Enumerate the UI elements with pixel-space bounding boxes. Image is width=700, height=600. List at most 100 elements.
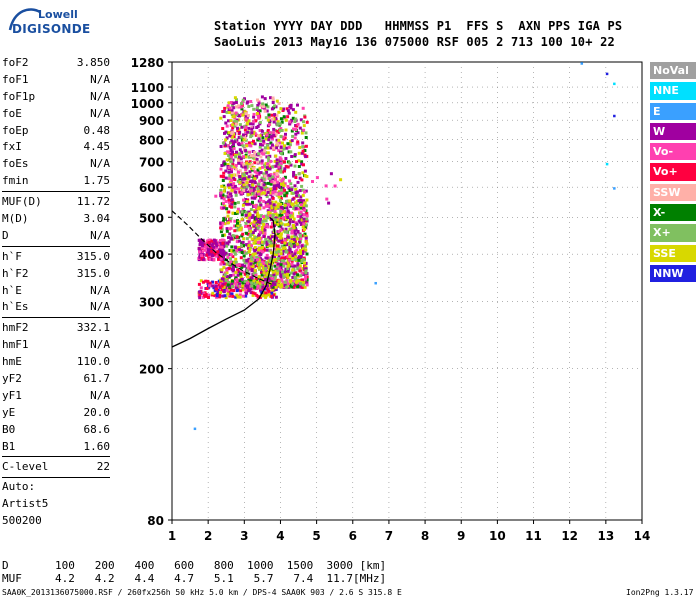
echo-point (253, 247, 257, 251)
param-label: h`F2 (2, 266, 29, 280)
echo-point (288, 143, 292, 147)
echo-point (259, 253, 263, 257)
param-row-hmf1: hmF1 N/A (2, 338, 110, 355)
echo-point (226, 104, 230, 108)
echo-point (294, 132, 298, 136)
echo-point (222, 109, 226, 113)
echo-point (297, 165, 301, 168)
echo-point (258, 280, 262, 284)
echo-point (283, 167, 287, 171)
echo-point (219, 282, 223, 286)
echo-point (212, 245, 216, 249)
echo-point (273, 115, 277, 119)
echo-point (219, 167, 223, 171)
echo-point (206, 251, 210, 255)
echo-point (303, 115, 307, 119)
echo-point (286, 260, 290, 264)
echo-point (228, 151, 232, 155)
echo-point (278, 141, 282, 145)
echo-point (207, 252, 211, 256)
param-value: 3.04 (83, 212, 111, 226)
echo-point (255, 185, 259, 189)
logo-swoosh (8, 8, 41, 31)
echo-point (232, 249, 236, 253)
echo-point (289, 163, 293, 167)
echo-point (301, 285, 305, 289)
echo-point (250, 215, 254, 219)
echo-point (216, 290, 220, 294)
echo-point (230, 167, 233, 171)
echo-point (222, 250, 225, 254)
echo-point (221, 179, 225, 182)
echo-point (263, 240, 267, 244)
artist-label: Artist5 (2, 497, 49, 510)
echo-point (225, 229, 229, 233)
echo-point (274, 212, 278, 215)
echo-point (284, 132, 287, 136)
echo-point (262, 191, 266, 195)
echo-point (236, 295, 240, 299)
echo-point (259, 143, 262, 146)
echo-point (228, 232, 232, 236)
echo-point (250, 257, 254, 261)
echo-point (207, 238, 211, 242)
echo-point (298, 176, 302, 180)
echo-point (255, 211, 259, 215)
echo-point (276, 120, 280, 124)
echo-point (296, 140, 300, 144)
param-value: N/A (90, 89, 110, 103)
legend-item-sse: SSE (650, 244, 696, 262)
echo-point (258, 230, 262, 234)
echo-point (230, 245, 234, 249)
param-separator (2, 456, 110, 458)
echo-point (255, 286, 259, 290)
echo-point (295, 124, 299, 128)
echo-point (200, 254, 204, 258)
echo-point (247, 126, 251, 130)
echo-point (207, 248, 211, 252)
echo-point (263, 214, 267, 218)
echo-point (238, 130, 242, 134)
echo-point (296, 194, 300, 197)
echo-point (266, 181, 270, 185)
echo-point (250, 180, 254, 183)
echo-point (213, 239, 217, 243)
param-label: C-level (2, 460, 49, 474)
echo-point (240, 251, 244, 254)
echo-point (271, 190, 275, 194)
echo-point (239, 228, 243, 232)
echo-point (248, 234, 252, 238)
echo-point (225, 227, 229, 231)
echo-point (260, 176, 264, 180)
echo-point (249, 173, 253, 177)
echo-point (251, 156, 255, 160)
echo-point (244, 149, 248, 153)
echo-point (293, 164, 297, 168)
echo-point (288, 179, 292, 183)
echo-point (211, 284, 215, 288)
echo-point (279, 117, 283, 121)
param-label: h`E (2, 283, 22, 297)
echo-point (278, 178, 282, 182)
echo-point (247, 257, 251, 261)
echo-point (219, 222, 223, 226)
echo-point (241, 177, 245, 181)
legend-item-vo: Vo- (650, 143, 696, 161)
echo-point (223, 204, 227, 208)
echo-point (260, 243, 264, 247)
param-value: 61.7 (83, 372, 111, 386)
echo-point (291, 116, 295, 120)
echo-point (285, 146, 289, 150)
echo-point (290, 229, 294, 233)
echo-point (304, 248, 308, 252)
echo-point (291, 220, 295, 224)
echo-point (253, 151, 257, 155)
y-tick-label: 300 (139, 296, 164, 310)
echo-point (242, 209, 246, 213)
echo-point (301, 145, 305, 149)
echo-point (206, 293, 210, 297)
echo-point (232, 176, 236, 180)
echo-point (299, 195, 303, 199)
echo-point (290, 271, 293, 275)
echo-point (222, 262, 226, 266)
